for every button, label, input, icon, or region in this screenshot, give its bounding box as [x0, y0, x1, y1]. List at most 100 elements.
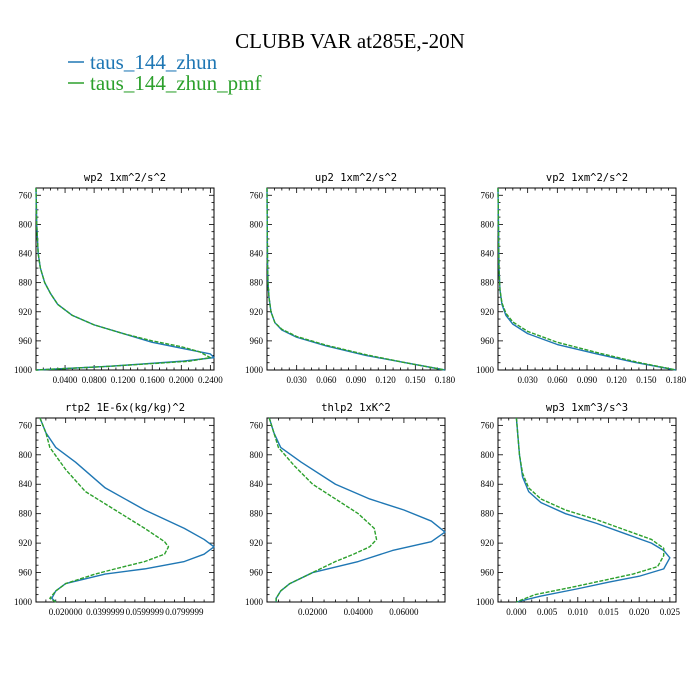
xtick-label: 0.120	[607, 375, 628, 385]
ytick-label: 920	[250, 538, 264, 548]
ytick-label: 840	[19, 249, 33, 259]
ytick-label: 920	[250, 307, 264, 317]
ytick-label: 840	[250, 479, 264, 489]
xtick-label: 0.090	[577, 375, 598, 385]
ytick-label: 800	[19, 450, 33, 460]
panel-frame-1	[266, 187, 446, 371]
ytick-label: 880	[250, 278, 264, 288]
ytick-label: 960	[19, 336, 33, 346]
ytick-label: 840	[19, 479, 33, 489]
ytick-label: 920	[481, 538, 495, 548]
panel-frame-0	[35, 187, 215, 371]
ytick-label: 800	[250, 450, 264, 460]
xtick-label: 0.000	[506, 607, 527, 617]
ytick-label: 840	[481, 249, 495, 259]
xtick-label: 0.06000	[389, 607, 419, 617]
xtick-label: 0.0599999	[126, 607, 165, 617]
ytick-label: 880	[481, 278, 495, 288]
ytick-label: 920	[19, 538, 33, 548]
panels: wp2 1xm^2/s^2 760 800 840 880 920 960 1000 0.040…	[14, 172, 687, 617]
ytick-label: 840	[250, 249, 264, 259]
xtick-label: 0.2000	[169, 375, 194, 385]
series-line-0	[39, 417, 215, 603]
ytick-label: 1000	[476, 365, 495, 375]
panel-frame-3	[35, 417, 215, 603]
ytick-label: 1000	[245, 365, 264, 375]
ytick-label: 960	[481, 568, 495, 578]
xtick-label: 0.02000	[298, 607, 328, 617]
series-line-1	[268, 417, 378, 602]
xtick-label: 0.010	[568, 607, 589, 617]
ytick-label: 960	[250, 568, 264, 578]
ytick-label: 1000	[14, 597, 33, 607]
ytick-label: 1000	[245, 597, 264, 607]
xtick-label: 0.020000	[49, 607, 83, 617]
ytick-label: 760	[250, 190, 264, 200]
panel-title-2: vp2 1xm^2/s^2	[546, 172, 628, 184]
panel-frame-2	[497, 187, 677, 371]
xtick-label: 0.04000	[344, 607, 374, 617]
ytick-label: 800	[250, 219, 264, 229]
legend-label-0: taus_144_zhun	[90, 50, 218, 74]
panel-frame-4	[266, 417, 446, 603]
panel-0: wp2 1xm^2/s^2 760 800 840 880 920 960 1000 0.040…	[14, 172, 223, 385]
panel-5: wp3 1xm^3/s^3 760 800 840 880 920 960 1000 0.000…	[476, 402, 680, 617]
ytick-label: 960	[250, 336, 264, 346]
xtick-label: 0.005	[537, 607, 558, 617]
xtick-label: 0.150	[405, 375, 426, 385]
panel-3: rtp2 1E-6x(kg/kg)^2 760 800 840 880 920 960 100…	[14, 402, 215, 617]
ytick-label: 880	[481, 509, 495, 519]
xtick-label: 0.020	[629, 607, 650, 617]
xtick-label: 0.1600	[140, 375, 165, 385]
series-line-1	[266, 187, 446, 371]
panel-2: vp2 1xm^2/s^2 760 800 840 880 920 960 1000 0.030…	[476, 172, 687, 385]
xtick-label: 0.2400	[198, 375, 223, 385]
panel-title-1: up2 1xm^2/s^2	[315, 172, 397, 184]
xtick-label: 0.180	[666, 375, 687, 385]
ytick-label: 880	[19, 509, 33, 519]
series-line-1	[39, 417, 170, 603]
ytick-label: 840	[481, 479, 495, 489]
xtick-label: 0.180	[435, 375, 456, 385]
legend: taus_144_zhun taus_144_zhun_pmf	[68, 50, 261, 95]
series-line-0	[266, 187, 446, 371]
legend-label-1: taus_144_zhun_pmf	[90, 71, 261, 95]
series-line-1	[497, 187, 677, 371]
ytick-label: 880	[19, 278, 33, 288]
xtick-label: 0.120	[376, 375, 397, 385]
xtick-label: 0.025	[660, 607, 681, 617]
ytick-label: 920	[481, 307, 495, 317]
series-line-1	[35, 187, 212, 371]
xtick-label: 0.0800	[82, 375, 107, 385]
panel-4: thlp2 1xK^2 760 800 840 880 920 960 1000 0.02000…	[245, 402, 446, 617]
ytick-label: 760	[19, 420, 33, 430]
xtick-label: 0.060	[547, 375, 568, 385]
ytick-label: 760	[250, 420, 264, 430]
xtick-label: 0.060	[316, 375, 337, 385]
ytick-label: 800	[19, 219, 33, 229]
panel-title-0: wp2 1xm^2/s^2	[84, 172, 166, 184]
figure-title: CLUBB VAR at285E,-20N	[235, 29, 465, 53]
series-line-0	[268, 417, 446, 602]
series-line-0	[515, 417, 671, 603]
series-line-0	[497, 187, 677, 371]
xtick-label: 0.0399999	[86, 607, 125, 617]
xtick-label: 0.1200	[111, 375, 136, 385]
ytick-label: 760	[481, 420, 495, 430]
panel-title-3: rtp2 1E-6x(kg/kg)^2	[65, 402, 185, 414]
ytick-label: 880	[250, 509, 264, 519]
series-line-0	[35, 187, 215, 371]
ytick-label: 1000	[14, 365, 33, 375]
ytick-label: 920	[19, 307, 33, 317]
panel-1: up2 1xm^2/s^2 760 800 840 880 920 960 1000 0.030…	[245, 172, 456, 385]
xtick-label: 0.150	[636, 375, 657, 385]
ytick-label: 960	[481, 336, 495, 346]
ytick-label: 800	[481, 219, 495, 229]
panel-title-5: wp3 1xm^3/s^3	[546, 402, 628, 414]
panel-frame-5	[497, 417, 677, 603]
ytick-label: 760	[19, 190, 33, 200]
xtick-label: 0.015	[598, 607, 619, 617]
ytick-label: 960	[19, 568, 33, 578]
ytick-label: 760	[481, 190, 495, 200]
